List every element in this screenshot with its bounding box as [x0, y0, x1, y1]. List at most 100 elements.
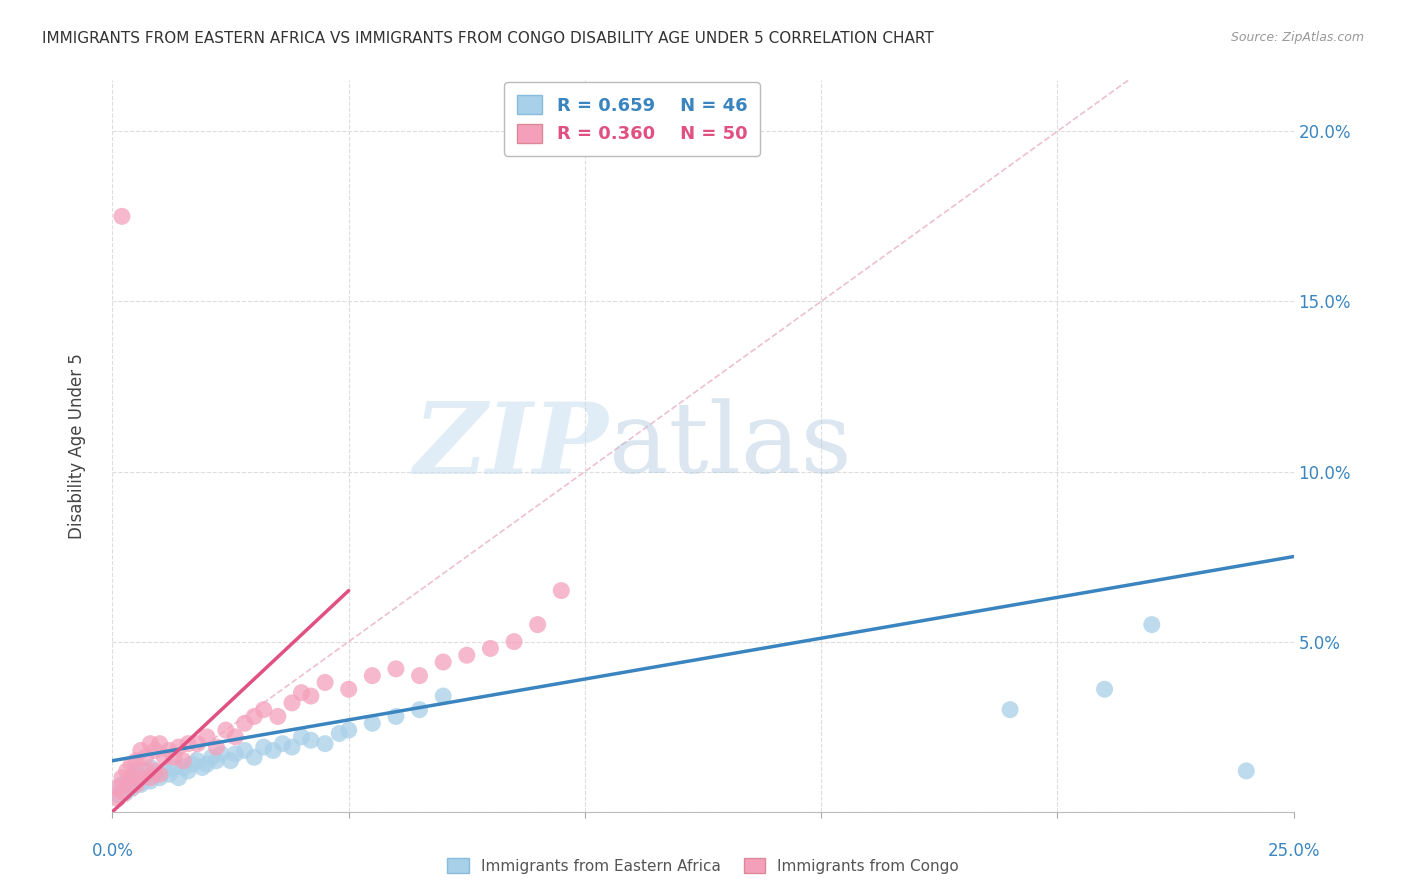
Point: [149, 737, 172, 751]
Point: [143, 743, 166, 757]
Point: [125, 764, 148, 778]
Point: [299, 733, 322, 747]
Point: [205, 754, 228, 768]
Point: [195, 730, 218, 744]
Text: atlas: atlas: [609, 398, 851, 494]
Point: [139, 771, 162, 785]
Text: Disability Age Under 5: Disability Age Under 5: [69, 353, 86, 539]
Point: [195, 757, 218, 772]
Point: [408, 668, 430, 682]
Point: [153, 764, 176, 778]
Point: [201, 750, 224, 764]
Point: [186, 737, 208, 751]
Point: [186, 754, 208, 768]
Point: [111, 784, 134, 798]
Point: [281, 696, 304, 710]
Point: [177, 764, 200, 778]
Point: [550, 583, 572, 598]
Point: [139, 774, 162, 789]
Point: [526, 617, 548, 632]
Point: [177, 737, 200, 751]
Point: [361, 668, 384, 682]
Point: [337, 682, 360, 697]
Point: [135, 764, 157, 778]
Point: [998, 703, 1021, 717]
Point: [120, 757, 142, 772]
Text: Source: ZipAtlas.com: Source: ZipAtlas.com: [1230, 31, 1364, 45]
Point: [120, 780, 142, 795]
Point: [328, 726, 350, 740]
Point: [299, 689, 322, 703]
Point: [224, 747, 246, 761]
Point: [129, 743, 152, 757]
Legend: Immigrants from Eastern Africa, Immigrants from Congo: Immigrants from Eastern Africa, Immigran…: [441, 852, 965, 880]
Point: [115, 764, 138, 778]
Point: [149, 771, 172, 785]
Text: ZIP: ZIP: [413, 398, 609, 494]
Point: [153, 750, 176, 764]
Point: [503, 634, 526, 648]
Point: [181, 757, 204, 772]
Point: [432, 689, 454, 703]
Point: [337, 723, 360, 737]
Point: [361, 716, 384, 731]
Point: [143, 767, 166, 781]
Point: [1094, 682, 1116, 697]
Point: [143, 764, 166, 778]
Point: [271, 737, 294, 751]
Point: [1140, 617, 1163, 632]
Point: [105, 791, 128, 805]
Point: [233, 743, 256, 757]
Point: [479, 641, 502, 656]
Legend: R = 0.659    N = 46, R = 0.360    N = 50: R = 0.659 N = 46, R = 0.360 N = 50: [505, 82, 761, 156]
Point: [243, 709, 266, 723]
Text: IMMIGRANTS FROM EASTERN AFRICA VS IMMIGRANTS FROM CONGO DISABILITY AGE UNDER 5 C: IMMIGRANTS FROM EASTERN AFRICA VS IMMIGR…: [42, 31, 934, 46]
Point: [120, 771, 142, 785]
Point: [163, 750, 186, 764]
Point: [120, 771, 142, 785]
Point: [314, 737, 336, 751]
Point: [135, 750, 157, 764]
Point: [205, 740, 228, 755]
Point: [456, 648, 478, 663]
Text: 25.0%: 25.0%: [1267, 842, 1320, 860]
Point: [157, 767, 180, 781]
Point: [111, 771, 134, 785]
Point: [385, 709, 408, 723]
Point: [215, 723, 238, 737]
Point: [224, 730, 246, 744]
Point: [172, 754, 194, 768]
Point: [290, 730, 312, 744]
Point: [243, 750, 266, 764]
Point: [219, 754, 242, 768]
Point: [1234, 764, 1257, 778]
Point: [267, 709, 290, 723]
Point: [314, 675, 336, 690]
Point: [125, 777, 148, 791]
Point: [105, 788, 128, 802]
Point: [172, 760, 194, 774]
Point: [139, 760, 162, 774]
Point: [209, 747, 232, 761]
Point: [253, 703, 276, 717]
Point: [129, 771, 152, 785]
Point: [167, 740, 190, 755]
Point: [167, 771, 190, 785]
Text: 0.0%: 0.0%: [91, 842, 134, 860]
Point: [262, 743, 284, 757]
Point: [115, 777, 138, 791]
Point: [125, 754, 148, 768]
Point: [233, 716, 256, 731]
Point: [408, 703, 430, 717]
Point: [111, 210, 134, 224]
Point: [139, 737, 162, 751]
Point: [149, 767, 172, 781]
Point: [135, 771, 157, 785]
Point: [385, 662, 408, 676]
Point: [191, 760, 214, 774]
Point: [281, 740, 304, 755]
Point: [290, 686, 312, 700]
Point: [163, 760, 186, 774]
Point: [111, 777, 134, 791]
Point: [253, 740, 276, 755]
